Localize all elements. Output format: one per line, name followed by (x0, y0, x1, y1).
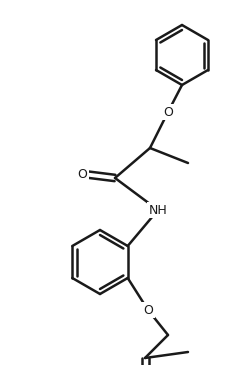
Text: O: O (163, 105, 173, 119)
Text: O: O (77, 168, 87, 181)
Text: O: O (143, 304, 153, 316)
Text: NH: NH (148, 204, 168, 216)
